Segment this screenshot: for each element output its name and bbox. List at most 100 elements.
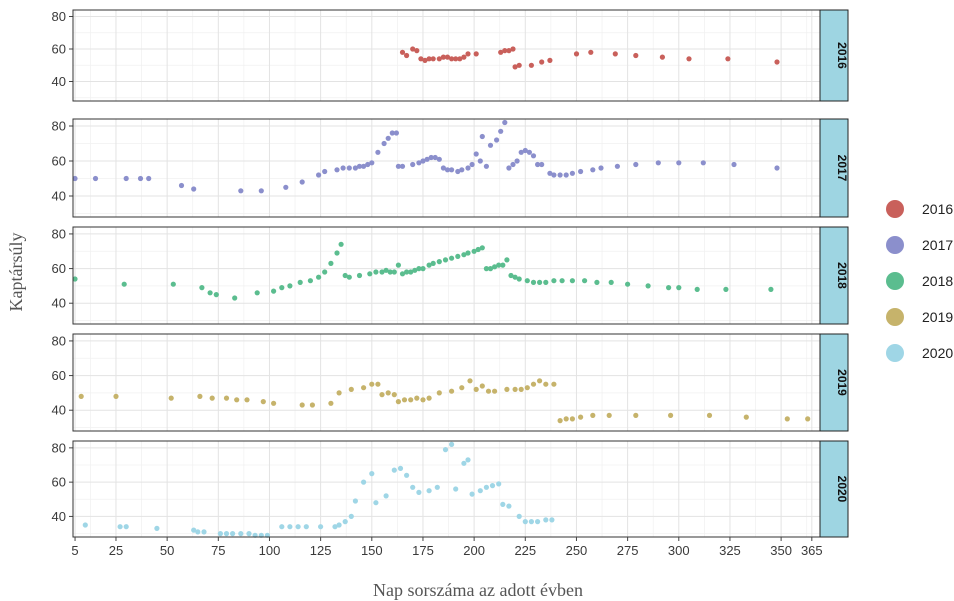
data-point-2019 — [113, 393, 119, 399]
data-point-2018 — [608, 279, 614, 285]
data-point-2017 — [420, 158, 426, 164]
data-point-2018 — [461, 252, 467, 258]
data-point-2017 — [449, 167, 455, 173]
legend: 2016 2017 2018 2019 2020 — [886, 200, 953, 362]
data-point-2019 — [260, 399, 266, 405]
data-point-2019 — [569, 416, 576, 422]
data-point-2017 — [502, 119, 508, 126]
data-point-2019 — [473, 386, 479, 392]
data-point-2018 — [551, 278, 557, 284]
y-tick-label: 80 — [52, 9, 66, 24]
data-point-2019 — [420, 397, 426, 403]
data-point-2017 — [316, 172, 322, 178]
data-point-2017 — [598, 165, 604, 171]
data-point-2019 — [518, 386, 524, 392]
data-point-2017 — [399, 163, 406, 169]
data-point-2018 — [543, 279, 549, 285]
data-point-2016 — [436, 56, 442, 62]
data-point-2018 — [232, 295, 238, 301]
y-axis-title: Kaptársúly — [6, 233, 26, 312]
data-point-2016 — [418, 56, 424, 62]
data-point-2020 — [528, 519, 535, 525]
y-tick-label: 40 — [52, 296, 66, 311]
data-point-2019 — [379, 392, 385, 398]
legend-key-2020 — [886, 344, 904, 362]
data-point-2019 — [543, 381, 549, 387]
panel-background — [73, 334, 820, 431]
data-point-2020 — [287, 524, 293, 530]
legend-label: 2016 — [922, 201, 953, 217]
x-tick-label: 5 — [71, 543, 78, 558]
data-point-2018 — [500, 262, 506, 268]
data-point-2018 — [334, 250, 340, 256]
data-point-2018 — [508, 272, 514, 279]
data-point-2019 — [234, 397, 240, 403]
data-point-2020 — [191, 527, 197, 533]
data-point-2018 — [121, 281, 127, 287]
data-point-2018 — [516, 276, 522, 282]
data-point-2017 — [440, 165, 446, 171]
data-point-2020 — [549, 517, 555, 523]
data-point-2018 — [367, 271, 373, 277]
data-point-2019 — [299, 402, 305, 408]
data-point-2020 — [469, 491, 475, 497]
data-point-2019 — [436, 390, 442, 396]
data-point-2018 — [666, 285, 672, 291]
data-point-2020 — [230, 531, 236, 537]
data-point-2017 — [322, 168, 328, 175]
data-point-2017 — [539, 161, 545, 168]
data-point-2016 — [465, 51, 471, 57]
data-point-2019 — [209, 395, 215, 401]
data-point-2020 — [361, 479, 367, 485]
data-point-2019 — [633, 412, 639, 418]
legend-key-2017 — [886, 236, 904, 254]
data-point-2017 — [432, 154, 438, 161]
data-point-2019 — [223, 395, 230, 401]
data-point-2018 — [279, 285, 285, 291]
data-point-2019 — [706, 412, 713, 418]
facet-panel-2016: 40 60 80 2016 — [52, 9, 849, 102]
data-point-2017 — [526, 149, 533, 155]
x-tick-label: 300 — [668, 543, 690, 558]
data-point-2019 — [414, 395, 420, 401]
x-tick-label: 325 — [719, 543, 741, 558]
y-tick-label: 40 — [52, 189, 66, 204]
data-point-2017 — [72, 175, 78, 182]
data-point-2019 — [504, 386, 510, 392]
data-point-2018 — [420, 266, 426, 272]
facet-strip-label: 2020 — [835, 476, 849, 503]
facet-strip-label: 2019 — [835, 369, 849, 396]
data-point-2018 — [356, 272, 363, 279]
data-point-2017 — [487, 142, 494, 148]
x-tick-label: 365 — [801, 543, 823, 558]
data-point-2017 — [123, 175, 129, 182]
data-point-2020 — [318, 524, 324, 530]
data-point-2017 — [479, 133, 485, 140]
legend-key-2018 — [886, 272, 904, 290]
data-point-2018 — [496, 262, 502, 268]
data-point-2016 — [547, 57, 553, 64]
data-point-2017 — [436, 156, 442, 162]
data-point-2019 — [512, 386, 518, 392]
data-point-2016 — [453, 56, 459, 62]
data-point-2016 — [528, 62, 535, 68]
data-point-2016 — [633, 52, 639, 59]
data-point-2018 — [307, 278, 313, 284]
y-tick-label: 60 — [52, 42, 66, 57]
data-point-2018 — [530, 279, 537, 285]
data-point-2019 — [375, 381, 381, 387]
data-point-2019 — [530, 381, 537, 387]
data-point-2019 — [805, 416, 811, 422]
data-point-2020 — [496, 481, 502, 487]
panel-background — [73, 227, 820, 324]
data-point-2019 — [244, 397, 250, 403]
legend-label: 2018 — [922, 273, 953, 289]
data-point-2018 — [338, 241, 344, 247]
data-point-2017 — [369, 160, 375, 166]
data-point-2019 — [391, 392, 397, 398]
x-tick-label: 100 — [259, 543, 281, 558]
data-point-2017 — [514, 158, 520, 164]
data-point-2019 — [668, 412, 674, 418]
data-point-2020 — [522, 519, 528, 525]
